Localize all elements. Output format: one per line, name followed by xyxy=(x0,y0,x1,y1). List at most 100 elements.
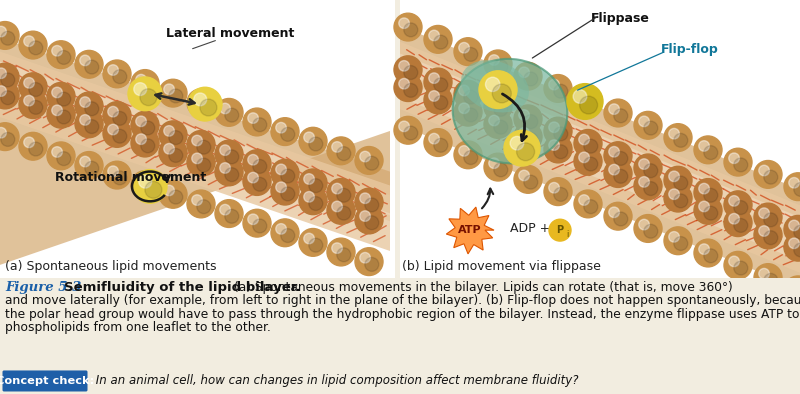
Polygon shape xyxy=(0,38,390,195)
Circle shape xyxy=(131,129,159,157)
Circle shape xyxy=(644,224,658,238)
Text: Flip-flop: Flip-flop xyxy=(661,43,719,56)
Circle shape xyxy=(253,219,267,233)
Circle shape xyxy=(47,100,75,128)
Circle shape xyxy=(664,184,692,212)
Circle shape xyxy=(309,197,323,210)
Circle shape xyxy=(52,46,62,56)
Circle shape xyxy=(544,117,572,145)
Circle shape xyxy=(554,127,568,141)
Circle shape xyxy=(434,96,448,110)
Circle shape xyxy=(271,160,299,187)
Polygon shape xyxy=(0,52,390,221)
Circle shape xyxy=(355,206,383,234)
Circle shape xyxy=(669,171,679,182)
Circle shape xyxy=(332,183,342,194)
Circle shape xyxy=(131,70,159,97)
Circle shape xyxy=(24,95,34,106)
Circle shape xyxy=(517,143,534,161)
Circle shape xyxy=(492,84,511,103)
Circle shape xyxy=(554,84,568,98)
Circle shape xyxy=(1,91,15,105)
Circle shape xyxy=(669,189,679,199)
Circle shape xyxy=(454,38,482,65)
Circle shape xyxy=(29,83,43,97)
Circle shape xyxy=(524,115,538,128)
Circle shape xyxy=(0,63,19,91)
Circle shape xyxy=(729,153,739,164)
Circle shape xyxy=(276,164,286,175)
Circle shape xyxy=(549,140,559,151)
Circle shape xyxy=(159,79,187,107)
Circle shape xyxy=(544,74,572,102)
Circle shape xyxy=(694,178,722,206)
Circle shape xyxy=(458,103,470,113)
Circle shape xyxy=(194,93,206,106)
Text: ATP: ATP xyxy=(458,225,482,235)
Text: i: i xyxy=(566,230,568,239)
Circle shape xyxy=(80,156,90,167)
Circle shape xyxy=(360,253,370,263)
Circle shape xyxy=(304,132,314,143)
Circle shape xyxy=(365,198,379,212)
Circle shape xyxy=(225,209,239,223)
Circle shape xyxy=(429,30,439,41)
Circle shape xyxy=(197,98,211,112)
Circle shape xyxy=(764,273,778,287)
Circle shape xyxy=(674,236,688,251)
FancyBboxPatch shape xyxy=(0,0,395,278)
Circle shape xyxy=(253,160,267,173)
Circle shape xyxy=(784,216,800,243)
Circle shape xyxy=(698,183,710,194)
Circle shape xyxy=(579,96,598,114)
Circle shape xyxy=(337,147,350,160)
Circle shape xyxy=(734,218,748,232)
Circle shape xyxy=(309,238,323,252)
Circle shape xyxy=(510,136,524,150)
Circle shape xyxy=(169,89,182,103)
Circle shape xyxy=(429,91,439,101)
Circle shape xyxy=(604,142,632,169)
Circle shape xyxy=(644,164,658,178)
Circle shape xyxy=(281,169,294,183)
Circle shape xyxy=(281,229,294,242)
Circle shape xyxy=(103,60,131,88)
Circle shape xyxy=(704,249,718,263)
Circle shape xyxy=(108,106,118,117)
Circle shape xyxy=(103,119,131,147)
Circle shape xyxy=(141,79,155,93)
Circle shape xyxy=(494,102,508,116)
Circle shape xyxy=(669,232,679,242)
Circle shape xyxy=(434,35,448,49)
Circle shape xyxy=(734,201,748,214)
Circle shape xyxy=(108,166,118,177)
Ellipse shape xyxy=(453,59,567,164)
Circle shape xyxy=(454,80,482,108)
Polygon shape xyxy=(400,97,800,289)
Circle shape xyxy=(248,113,258,123)
Circle shape xyxy=(424,86,452,114)
Circle shape xyxy=(789,220,799,231)
Circle shape xyxy=(794,243,800,257)
Circle shape xyxy=(188,87,222,121)
Circle shape xyxy=(674,176,688,190)
Text: Rotational movement: Rotational movement xyxy=(55,171,206,184)
Circle shape xyxy=(578,134,590,145)
Circle shape xyxy=(754,221,782,249)
Circle shape xyxy=(464,47,478,61)
Circle shape xyxy=(429,133,439,144)
Circle shape xyxy=(19,132,47,160)
Circle shape xyxy=(574,147,602,175)
Circle shape xyxy=(404,126,418,140)
Circle shape xyxy=(57,152,70,165)
Circle shape xyxy=(145,181,162,198)
Circle shape xyxy=(764,170,778,184)
Circle shape xyxy=(128,77,162,111)
Circle shape xyxy=(169,131,182,145)
Circle shape xyxy=(299,229,327,256)
Circle shape xyxy=(784,276,800,304)
Circle shape xyxy=(584,157,598,171)
Circle shape xyxy=(454,141,482,169)
Circle shape xyxy=(108,65,118,75)
Circle shape xyxy=(131,111,159,139)
